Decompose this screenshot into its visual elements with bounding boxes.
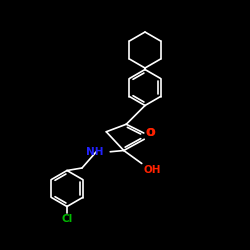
Text: Cl: Cl xyxy=(62,214,72,224)
Text: OH: OH xyxy=(144,165,161,175)
Text: O: O xyxy=(146,128,154,138)
Text: O: O xyxy=(146,128,155,138)
Text: NH: NH xyxy=(86,147,103,157)
